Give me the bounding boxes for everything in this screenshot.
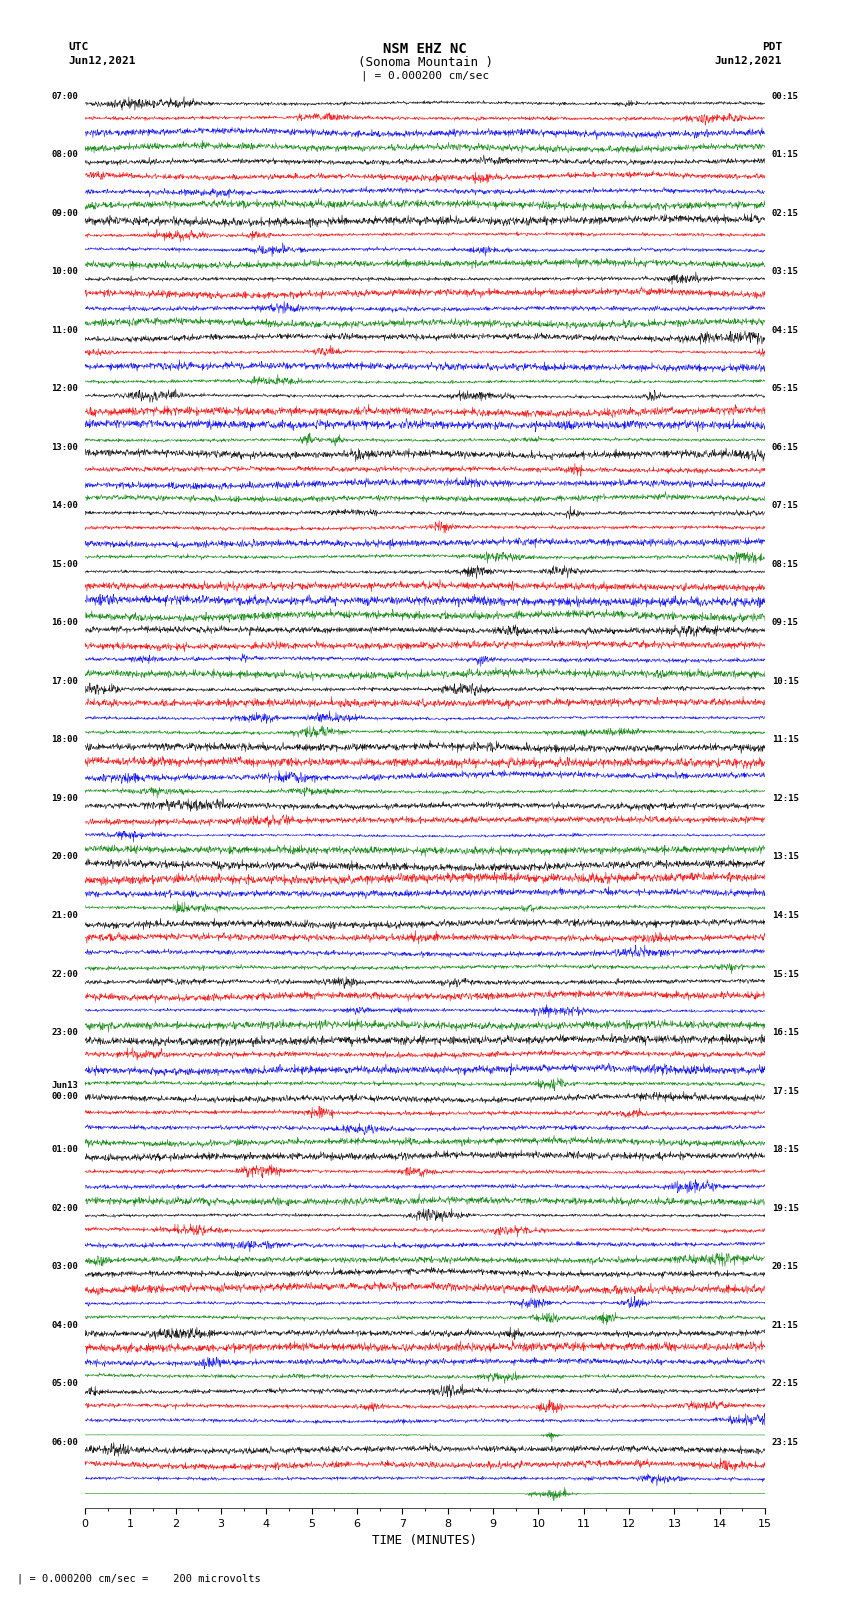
Text: 23:15: 23:15 — [772, 1437, 799, 1447]
Text: (Sonoma Mountain ): (Sonoma Mountain ) — [358, 56, 492, 69]
Text: Jun12,2021: Jun12,2021 — [68, 56, 135, 66]
Text: 02:00: 02:00 — [51, 1203, 78, 1213]
Text: PDT: PDT — [762, 42, 782, 52]
Text: 03:15: 03:15 — [772, 268, 799, 276]
Text: 07:00: 07:00 — [51, 92, 78, 100]
Text: 05:00: 05:00 — [51, 1379, 78, 1389]
Text: 02:15: 02:15 — [772, 208, 799, 218]
Text: 22:00: 22:00 — [51, 969, 78, 979]
Text: 11:15: 11:15 — [772, 736, 799, 745]
Text: 20:00: 20:00 — [51, 852, 78, 861]
Text: 20:15: 20:15 — [772, 1263, 799, 1271]
Text: 06:15: 06:15 — [772, 442, 799, 452]
X-axis label: TIME (MINUTES): TIME (MINUTES) — [372, 1534, 478, 1547]
Text: 19:00: 19:00 — [51, 794, 78, 803]
Text: 09:15: 09:15 — [772, 618, 799, 627]
Text: 08:15: 08:15 — [772, 560, 799, 569]
Text: 16:15: 16:15 — [772, 1027, 799, 1037]
Text: 13:00: 13:00 — [51, 442, 78, 452]
Text: 15:15: 15:15 — [772, 969, 799, 979]
Text: 15:00: 15:00 — [51, 560, 78, 569]
Text: 18:15: 18:15 — [772, 1145, 799, 1155]
Text: 05:15: 05:15 — [772, 384, 799, 394]
Text: 06:00: 06:00 — [51, 1437, 78, 1447]
Text: 17:00: 17:00 — [51, 677, 78, 686]
Text: 21:15: 21:15 — [772, 1321, 799, 1329]
Text: | = 0.000200 cm/sec =    200 microvolts: | = 0.000200 cm/sec = 200 microvolts — [17, 1573, 261, 1584]
Text: 14:00: 14:00 — [51, 502, 78, 510]
Text: 08:00: 08:00 — [51, 150, 78, 160]
Text: NSM EHZ NC: NSM EHZ NC — [383, 42, 467, 56]
Text: 09:00: 09:00 — [51, 208, 78, 218]
Text: UTC: UTC — [68, 42, 88, 52]
Text: 10:00: 10:00 — [51, 268, 78, 276]
Text: 11:00: 11:00 — [51, 326, 78, 334]
Text: 12:00: 12:00 — [51, 384, 78, 394]
Text: 22:15: 22:15 — [772, 1379, 799, 1389]
Text: 01:15: 01:15 — [772, 150, 799, 160]
Text: 04:00: 04:00 — [51, 1321, 78, 1329]
Text: 17:15: 17:15 — [772, 1087, 799, 1095]
Text: 23:00: 23:00 — [51, 1027, 78, 1037]
Text: 03:00: 03:00 — [51, 1263, 78, 1271]
Text: 01:00: 01:00 — [51, 1145, 78, 1155]
Text: Jun13
00:00: Jun13 00:00 — [51, 1081, 78, 1100]
Text: | = 0.000200 cm/sec: | = 0.000200 cm/sec — [361, 71, 489, 82]
Text: 13:15: 13:15 — [772, 852, 799, 861]
Text: Jun12,2021: Jun12,2021 — [715, 56, 782, 66]
Text: 19:15: 19:15 — [772, 1203, 799, 1213]
Text: 16:00: 16:00 — [51, 618, 78, 627]
Text: 04:15: 04:15 — [772, 326, 799, 334]
Text: 00:15: 00:15 — [772, 92, 799, 100]
Text: 10:15: 10:15 — [772, 677, 799, 686]
Text: 21:00: 21:00 — [51, 911, 78, 919]
Text: 14:15: 14:15 — [772, 911, 799, 919]
Text: 18:00: 18:00 — [51, 736, 78, 745]
Text: 12:15: 12:15 — [772, 794, 799, 803]
Text: 07:15: 07:15 — [772, 502, 799, 510]
